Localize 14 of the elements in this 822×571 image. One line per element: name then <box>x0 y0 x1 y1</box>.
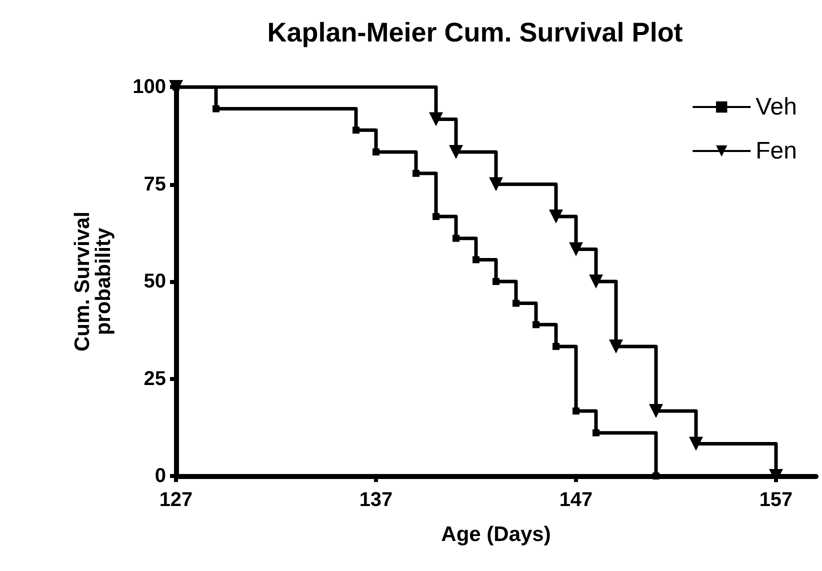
x-tick-label: 157 <box>759 489 793 511</box>
y-tick-label: 0 <box>154 465 166 487</box>
x-axis-title: Age (Days) <box>441 523 551 546</box>
x-tick-label: 137 <box>359 489 393 511</box>
legend-label: Fen <box>756 138 797 164</box>
y-tick-label: 50 <box>144 270 166 292</box>
y-tick-label: 25 <box>144 368 166 390</box>
y-axis-title: Cum. Survival probability <box>71 211 115 352</box>
chart-title: Kaplan-Meier Cum. Survival Plot <box>267 18 683 48</box>
legend-label: Veh <box>756 94 798 120</box>
x-tick-label: 147 <box>559 489 593 511</box>
y-tick-label: 100 <box>132 76 166 98</box>
x-tick-label: 127 <box>159 489 193 511</box>
y-tick-label: 75 <box>144 173 166 196</box>
